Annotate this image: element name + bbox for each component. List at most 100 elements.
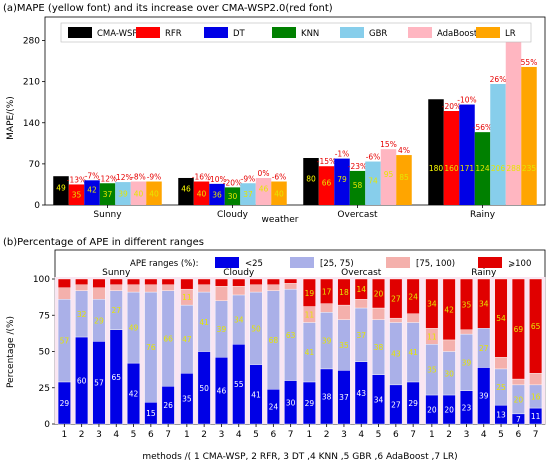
segment-label-rainy-m5-25: 13 [496, 411, 506, 420]
segment-label-overcast-m2-25: 38 [322, 392, 332, 401]
segment-label-rainy-m6-100: 69 [514, 325, 524, 334]
increase-label-gbr-overcast: -6% [366, 153, 381, 162]
bar-label-cma-wsp-sunny: 49 [56, 184, 66, 193]
group-label-cloudy: Cloudy [223, 268, 255, 278]
chart-a-legend: CMA-WSP RFR DT KNN GBR AdaBoost LR [60, 22, 532, 43]
chart-b-xtick-rainy-m5: 5 [498, 430, 504, 440]
bar-cma-wsp-overcast [303, 158, 319, 205]
segment-cloudy-m2-75-100 [197, 284, 211, 293]
chart-b-xtick-cloudy-m4: 4 [236, 430, 242, 440]
legend-swatch-rfr [136, 27, 160, 38]
chart-a-ytick-label: 140 [23, 119, 40, 129]
segment-rainy-m5-100 [494, 278, 508, 358]
legend-swatch-dt [204, 27, 228, 38]
chart-b-xtick-overcast-m6: 6 [393, 430, 399, 440]
segment-label-cloudy-m7-25-75: 63 [286, 331, 296, 340]
segment-cloudy-m4-75-100 [232, 286, 246, 296]
chart-b-ytick-label: 75 [39, 311, 50, 321]
segment-sunny-m4-100 [109, 278, 123, 285]
segment-cloudy-m6-100 [266, 278, 280, 285]
chart-b-xtick-cloudy-m7: 7 [288, 430, 294, 440]
segment-overcast-m3-100 [337, 278, 351, 306]
legend-label-range-3: ⩾100 [508, 259, 531, 269]
segment-overcast-m6-75-100 [389, 317, 403, 323]
bar-gbr-overcast [365, 161, 381, 205]
chart-b-xtick-rainy-m1: 1 [429, 430, 435, 440]
legend-swatch-range-3 [478, 257, 502, 268]
chart-b-xtick-cloudy-m6: 6 [270, 430, 276, 440]
increase-label-rfr-overcast: -15% [317, 157, 336, 166]
group-label-sunny: Sunny [102, 268, 131, 278]
chart-a-xlabel: weather [262, 215, 299, 225]
bar-label-gbr-sunny: 39 [118, 190, 128, 199]
segment-label-overcast-m6-100: 27 [391, 295, 401, 304]
segment-label-rainy-m3-25-75: 39 [462, 358, 472, 367]
segment-rainy-m6-100 [511, 278, 525, 380]
bar-cma-wsp-cloudy [178, 177, 194, 205]
legend-swatch-knn [272, 27, 296, 38]
chart-b-xtick-sunny-m1: 1 [61, 430, 67, 440]
segment-label-cloudy-m7-25: 30 [286, 398, 296, 407]
chart-b-title: (b)Percentage of APE in different ranges [3, 237, 204, 248]
chart-a-ytick-label: 70 [29, 160, 41, 170]
bar-label-lr-rainy: 235 [522, 164, 537, 173]
legend-swatch-range-2 [386, 257, 410, 268]
chart-b-xtick-rainy-m2: 2 [446, 430, 452, 440]
segment-overcast-m7-75-100 [406, 313, 420, 323]
bar-label-gbr-overcast: 74 [368, 176, 378, 185]
chart-b-xtick-cloudy-m2: 2 [201, 430, 207, 440]
segment-label-rainy-m1-25-75: 35 [427, 366, 437, 375]
bar-label-rfr-overcast: 66 [322, 179, 332, 188]
chart-b-legend-title: APE ranges (%): [130, 259, 198, 269]
bar-lr-sunny [146, 181, 162, 205]
segment-label-rainy-m4-25-75: 27 [479, 344, 489, 353]
segment-sunny-m7-100 [161, 278, 175, 285]
segment-label-cloudy-m2-25-75: 41 [199, 318, 209, 327]
bar-adaboost-rainy [505, 35, 522, 205]
increase-label-gbr-cloudy: -9% [241, 174, 256, 183]
bar-knn-sunny [99, 183, 116, 205]
segment-sunny-m3-75-100 [92, 287, 106, 300]
increase-label-rfr-rainy: -20% [442, 102, 461, 111]
segment-label-overcast-m4-25: 43 [356, 389, 366, 398]
bar-label-knn-overcast: 58 [353, 181, 363, 190]
segment-cloudy-m6-75-100 [266, 284, 280, 291]
bar-rfr-overcast [318, 166, 335, 205]
segment-rainy-m1-100 [425, 278, 439, 329]
segment-label-sunny-m3-25: 57 [94, 379, 104, 388]
segment-cloudy-m3-75-100 [214, 286, 228, 301]
segment-label-rainy-m5-25-75: 25 [496, 383, 506, 392]
segment-label-overcast-m2-100: 17 [322, 287, 332, 296]
segment-overcast-m5-75-100 [372, 307, 385, 320]
segment-label-sunny-m5-25: 42 [129, 390, 139, 399]
bar-rfr-rainy [443, 111, 460, 205]
segment-sunny-m2-100 [75, 278, 89, 285]
increase-label-dt-rainy: -10% [457, 96, 476, 105]
segment-cloudy-m5-75-100 [249, 284, 263, 293]
legend-swatch-adaboost [408, 27, 432, 38]
segment-label-rainy-m3-25: 23 [462, 403, 472, 412]
bar-knn-cloudy [224, 187, 241, 205]
segment-label-cloudy-m6-25-75: 68 [269, 336, 279, 345]
chart-b-ylabel: Percentage /(%) [6, 316, 16, 388]
increase-label-lr-rainy: 55% [521, 58, 538, 67]
segment-label-cloudy-m3-25-75: 39 [217, 325, 227, 334]
bar-label-adaboost-cloudy: 46 [259, 184, 269, 193]
increase-label-knn-cloudy: -20% [223, 178, 242, 187]
segment-label-overcast-m7-25: 29 [408, 399, 418, 408]
increase-label-lr-overcast: 4% [398, 146, 410, 155]
segment-label-rainy-m7-25-75: 16 [531, 392, 541, 401]
chart-b-xtick-cloudy-m1: 1 [184, 430, 190, 440]
segment-label-overcast-m7-100: 24 [408, 292, 418, 301]
segment-label-cloudy-m5-25: 41 [251, 390, 261, 399]
chart-b-ytick-label: 100 [33, 275, 50, 285]
bar-label-gbr-cloudy: 37 [243, 190, 253, 199]
bar-label-rfr-cloudy: 40 [197, 189, 207, 198]
bar-label-gbr-rainy: 206 [491, 164, 506, 173]
increase-label-rfr-sunny: -13% [67, 175, 86, 184]
segment-label-overcast-m4-100: 14 [356, 285, 366, 294]
chart-b-xtick-sunny-m3: 3 [96, 430, 102, 440]
legend-label-knn: KNN [301, 29, 319, 39]
segment-label-sunny-m2-25: 60 [77, 377, 87, 386]
segment-label-rainy-m6-25: 7 [516, 415, 521, 424]
